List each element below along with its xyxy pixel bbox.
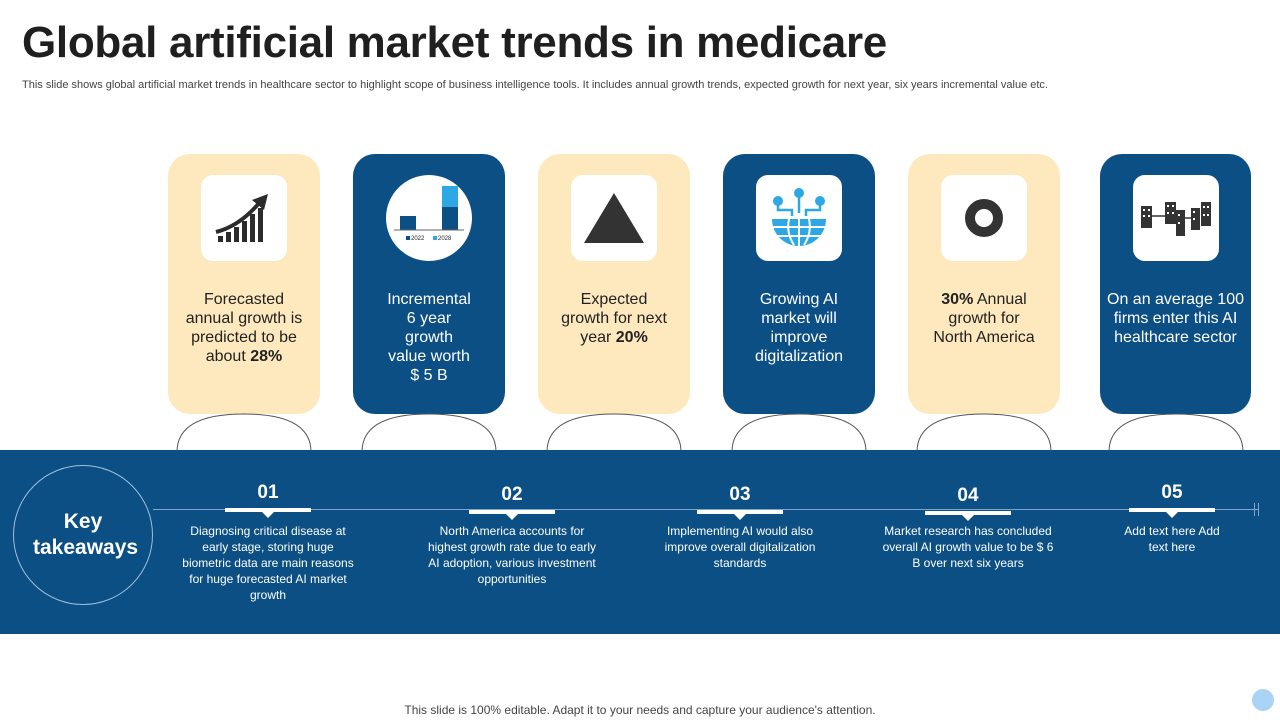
card-text: Incremental 6 year growth value worth $ …	[387, 291, 471, 384]
ai-globe-network-icon	[756, 175, 842, 261]
card-connector-arcs	[176, 413, 1244, 452]
page-subtitle: This slide shows global artificial marke…	[22, 79, 1048, 91]
timeline-end-mark	[1254, 503, 1255, 516]
stat-card-north-america: 30% Annual growth for North America	[908, 154, 1060, 414]
takeaway-item: 02 North America accounts for highest gr…	[426, 482, 598, 587]
stat-card-ai-market: Growing AI market will improve digitaliz…	[723, 154, 875, 414]
card-text: 30% Annual growth for North America	[933, 291, 1035, 346]
takeaway-number: 02	[501, 484, 523, 505]
takeaway-item: 05 Add text here Add text here	[1086, 480, 1258, 555]
stat-card-incremental-value: 2022 2028 Incremental 6 year growth valu…	[353, 154, 505, 414]
key-takeaways-label: Key takeaways	[13, 465, 153, 605]
takeaway-text: Diagnosing critical disease at early sta…	[182, 524, 354, 602]
takeaway-item: 03 Implementing AI would also improve ov…	[654, 482, 826, 571]
takeaway-marker	[225, 508, 311, 518]
stat-card-expected-growth: Expected growth for next year 20%	[538, 154, 690, 414]
takeaway-item: 01 Diagnosing critical disease at early …	[182, 480, 354, 603]
triangle-icon	[571, 175, 657, 261]
takeaway-text: Market research has concluded overall AI…	[882, 524, 1054, 570]
takeaway-text: Add text here Add text here	[1124, 524, 1220, 554]
takeaway-marker	[469, 510, 555, 520]
card-text: Expected growth for next year 20%	[561, 291, 667, 346]
bar-chart-icon: 2022 2028	[386, 175, 472, 261]
stat-card-annual-growth: Forecasted annual growth is predicted to…	[168, 154, 320, 414]
legend-2022: 2022	[411, 236, 425, 242]
takeaway-marker	[697, 510, 783, 520]
stat-card-firms-enter: On an average 100 firms enter this AI he…	[1100, 154, 1251, 414]
timeline-end-mark	[1258, 503, 1259, 516]
footer-note: This slide is 100% editable. Adapt it to…	[404, 703, 876, 717]
legend-2028: 2028	[438, 236, 452, 242]
takeaway-marker	[1129, 508, 1215, 518]
growth-arrow-chart-icon	[201, 175, 287, 261]
takeaway-number: 05	[1161, 482, 1183, 503]
takeaway-number: 03	[729, 484, 751, 505]
takeaway-text: Implementing AI would also improve overa…	[664, 524, 816, 570]
card-text: Growing AI market will improve digitaliz…	[754, 291, 844, 365]
page-title: Global artificial market trends in medic…	[22, 18, 887, 67]
corner-dot	[1252, 689, 1274, 711]
ring-icon	[941, 175, 1027, 261]
card-text: On an average 100 firms enter this AI he…	[1107, 291, 1244, 346]
takeaway-item: 04 Market research has concluded overall…	[882, 483, 1054, 571]
buildings-network-icon	[1132, 175, 1219, 261]
card-text: Forecasted annual growth is predicted to…	[185, 291, 303, 365]
takeaway-number: 04	[957, 485, 979, 506]
takeaway-text: North America accounts for highest growt…	[427, 524, 597, 586]
takeaway-number: 01	[257, 482, 279, 503]
key-takeaways-band	[0, 450, 1280, 634]
timeline-line	[153, 509, 1258, 510]
takeaway-marker	[925, 511, 1011, 521]
